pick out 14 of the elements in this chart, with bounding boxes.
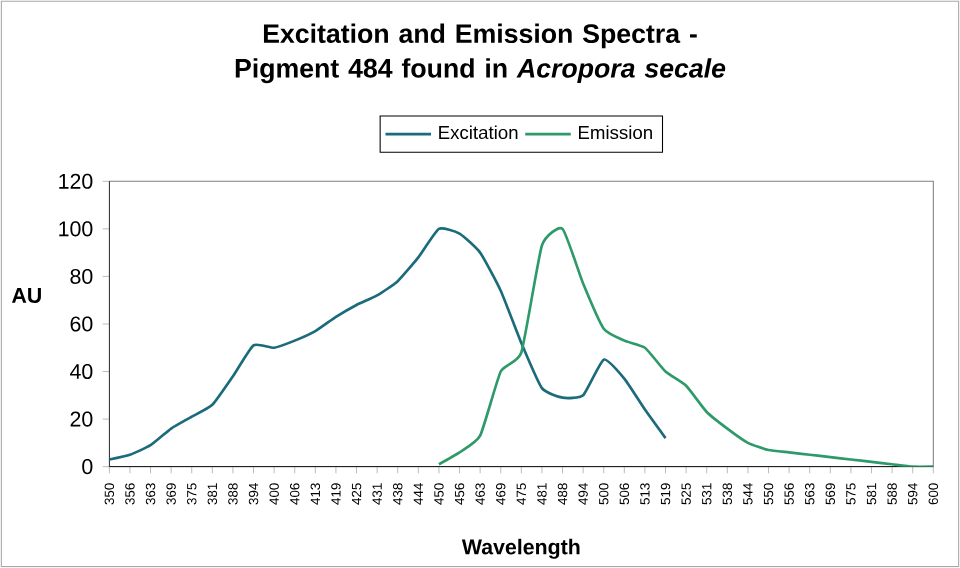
line-series	[109, 227, 667, 461]
y-tick-label: 120	[59, 173, 93, 189]
y-axis-title: AU	[11, 288, 41, 303]
y-tick-label: 80	[70, 268, 93, 284]
legend-label: Excitation	[439, 125, 518, 140]
y-tick-label: 20	[70, 411, 93, 427]
legend-label: Emission	[579, 125, 652, 140]
x-axis-title: Wavelength	[461, 538, 580, 559]
y-tick-label: 60	[70, 316, 93, 332]
y-tick-label: 100	[59, 221, 93, 237]
y-tick-label: 0	[82, 459, 93, 475]
line-series	[437, 226, 934, 467]
y-tick-label: 40	[70, 363, 93, 380]
chart-title: Excitation and Emission Spectra - Pigment 484 found in Acropora secale	[235, 23, 726, 84]
